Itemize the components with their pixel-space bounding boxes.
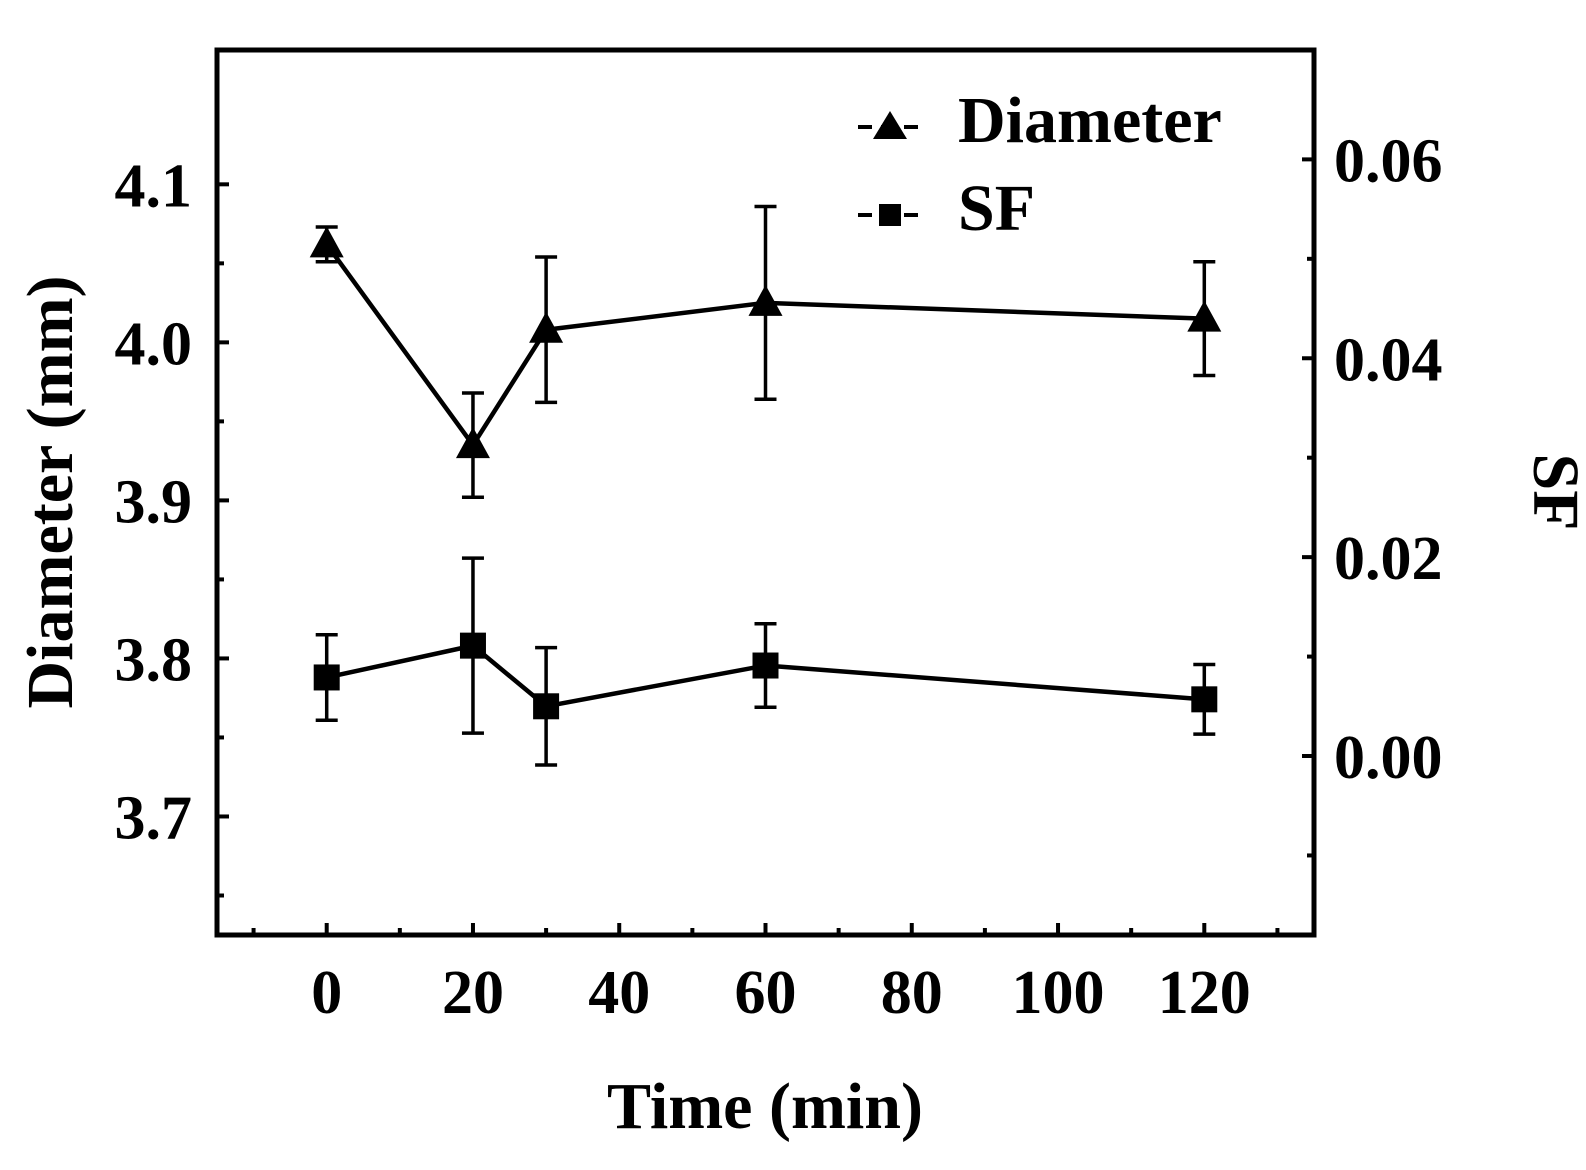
y2-axis-title: SF [1519,453,1586,530]
y-tick-label: 3.9 [115,468,193,536]
data-point-triangle [1187,300,1222,332]
y2-tick-label: 0.00 [1334,724,1443,792]
x-tick-label: 100 [1012,959,1105,1027]
data-point-square [459,632,486,659]
y-tick-label: 3.8 [115,626,193,694]
legend-label-sf: SF [958,172,1035,245]
x-tick-label: 20 [442,959,504,1027]
y-tick-label: 3.7 [115,784,193,852]
legend: Diameter SF [858,84,1222,245]
series-diameter [309,204,1222,499]
plot-frame [214,47,1317,938]
data-point-square [1191,686,1218,713]
legend-marker-triangle [873,111,907,139]
y2-tick-label: 0.02 [1334,525,1443,593]
data-point-square [752,652,779,679]
y-tick-label: 4.1 [115,152,193,220]
y2-tick-label: 0.04 [1334,326,1443,394]
data-point-triangle [529,311,564,343]
x-tick-label: 60 [735,959,797,1027]
legend-item-diameter: Diameter [858,84,1222,157]
x-tick-label: 120 [1158,959,1251,1027]
data-point-square [533,693,560,720]
y-tick-label: 4.0 [115,310,193,378]
x-tick-label: 80 [881,959,943,1027]
legend-label-diameter: Diameter [958,84,1222,157]
data-point-triangle [309,226,344,258]
legend-item-sf: SF [858,172,1035,245]
x-tick-label: 40 [588,959,650,1027]
y-axis-title: Diameter (mm) [14,275,87,708]
x-axis-title: Time (min) [607,1070,923,1143]
data-point-triangle [455,427,490,459]
data-point-triangle [748,284,783,316]
data-point-square [313,664,340,691]
x-tick-label: 0 [311,959,342,1027]
legend-marker-square [879,204,901,226]
series-sf [313,556,1218,767]
y2-tick-label: 0.06 [1334,127,1443,195]
